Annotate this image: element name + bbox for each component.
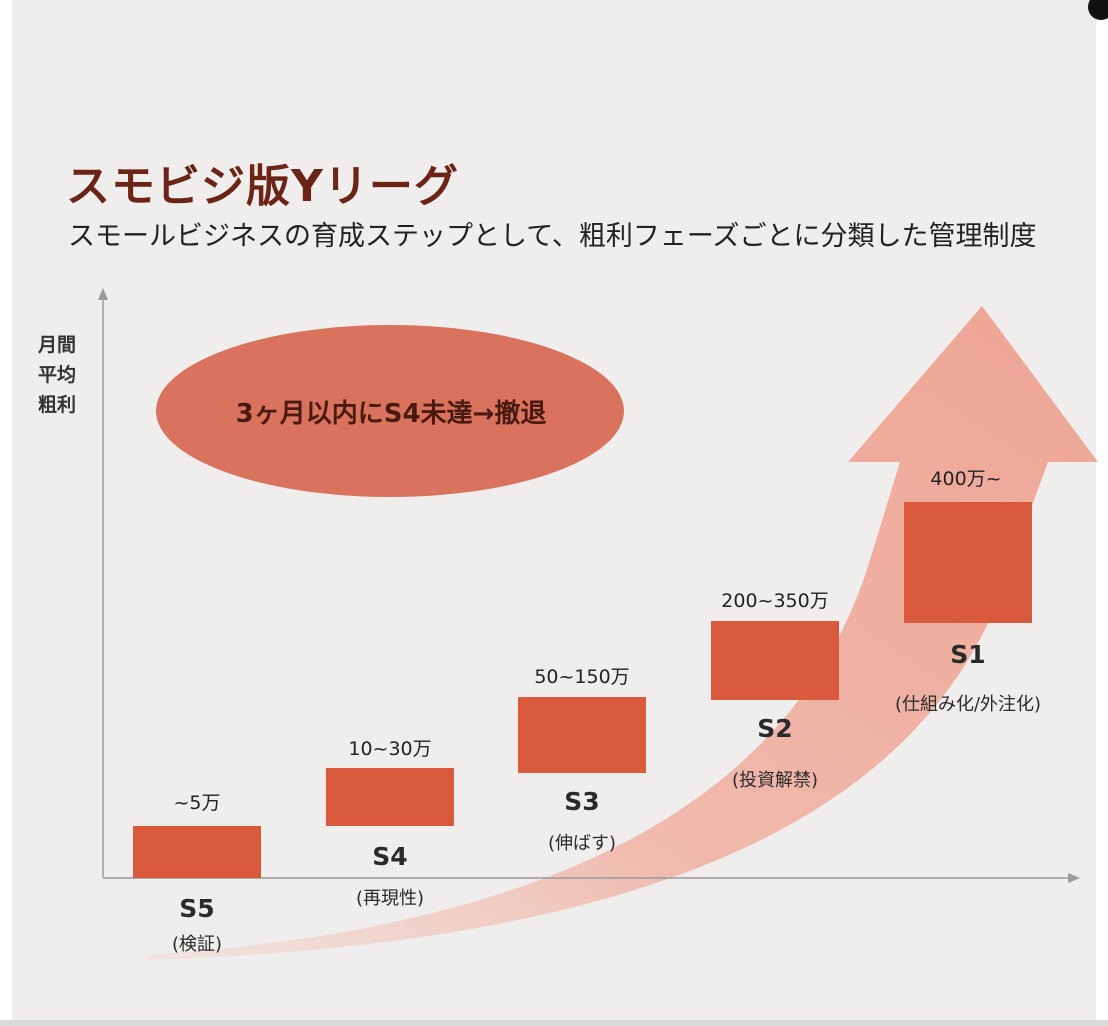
growth-arrow <box>148 306 1098 960</box>
y-axis-label-line: 平均 <box>38 364 77 386</box>
corner-mark <box>1088 0 1108 20</box>
y-axis-label-line: 粗利 <box>38 394 77 416</box>
stage-range-s1: 400万~ <box>930 468 1002 490</box>
stage-box-s5 <box>133 826 261 878</box>
x-axis-arrowhead <box>1068 873 1080 883</box>
stage-range-s2: 200~350万 <box>721 590 829 612</box>
stage-range-s3: 50~150万 <box>534 666 630 688</box>
stage-name-s3: S3 <box>564 787 600 816</box>
stage-note-s5: (検証) <box>171 934 223 955</box>
stage-note-s1: (仕組み化/外注化) <box>894 694 1042 715</box>
callout-oval <box>156 325 624 497</box>
stage-box-s1 <box>904 502 1032 623</box>
diagram-subtitle: スモールビジネスの育成ステップとして、粗利フェーズごとに分類した管理制度 <box>68 221 1037 252</box>
stage-name-s2: S2 <box>757 714 793 743</box>
stage-box-s4 <box>326 768 454 826</box>
stage-box-s3 <box>518 697 646 773</box>
y-axis-arrowhead <box>98 288 108 300</box>
stage-note-s2: (投資解禁) <box>731 770 819 791</box>
stage-note-s3: (伸ばす) <box>547 833 617 854</box>
stage-note-s4: (再現性) <box>355 888 425 909</box>
stage-range-s4: 10~30万 <box>348 738 432 760</box>
y-axis-label-line: 月間 <box>38 334 77 356</box>
stage-box-s2 <box>711 621 839 700</box>
y-axis-label: 月間 平均 粗利 <box>38 330 88 420</box>
bottom-edge <box>0 1020 1108 1026</box>
diagram-title: スモビジ版Yリーグ <box>66 161 459 212</box>
stage-name-s5: S5 <box>179 894 215 923</box>
stage-range-s5: ~5万 <box>173 792 221 814</box>
callout-text: 3ヶ月以内にS4未達→撤退 <box>235 399 547 429</box>
stage-name-s1: S1 <box>950 640 986 669</box>
stage-name-s4: S4 <box>372 842 408 871</box>
